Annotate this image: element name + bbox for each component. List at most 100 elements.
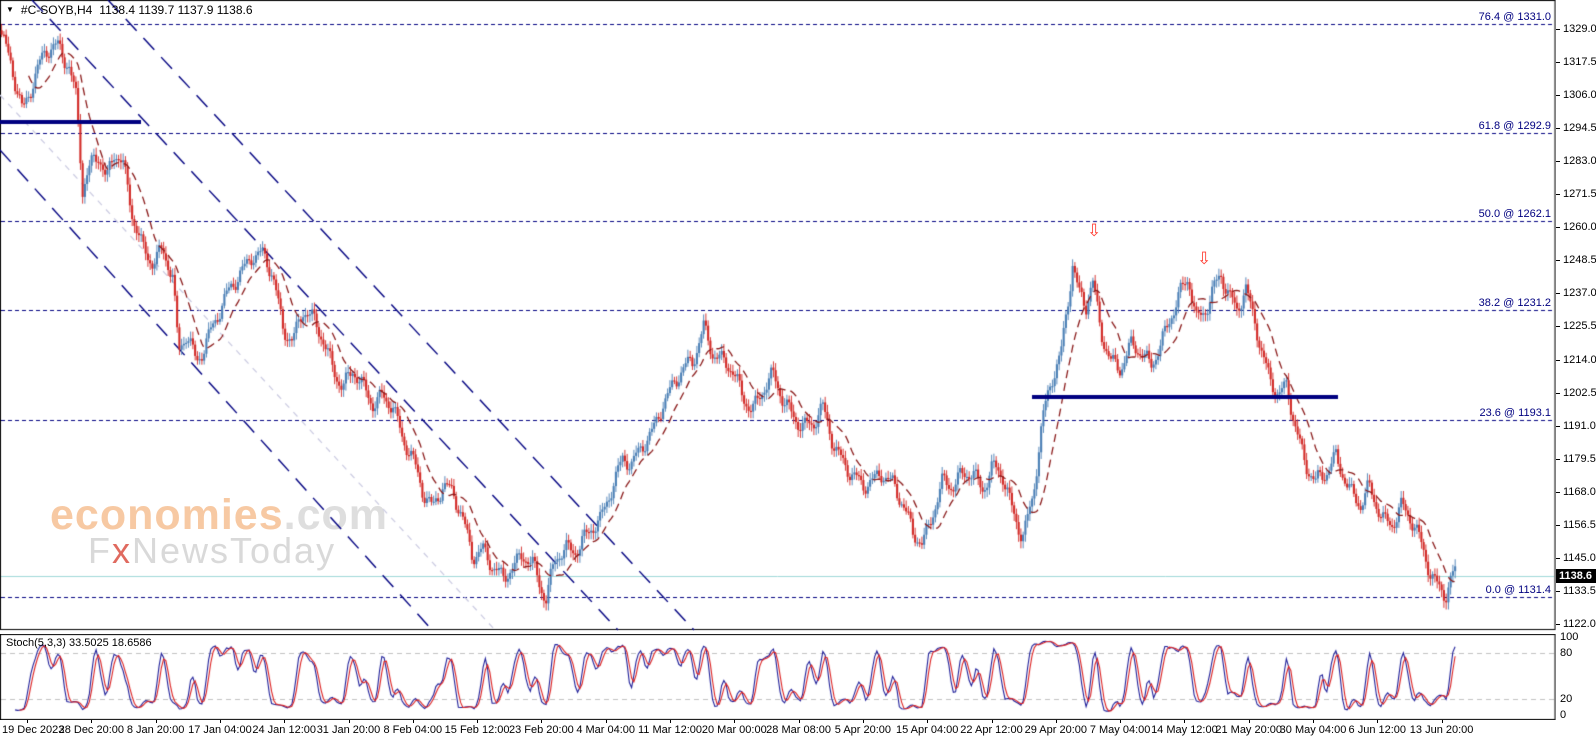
price-axis-tick — [1556, 359, 1560, 361]
price-axis-tick — [1556, 458, 1560, 460]
price-axis-tick-label: 1294.5 — [1563, 122, 1596, 135]
time-axis-label: 13 Jun 20:00 — [1409, 724, 1474, 736]
price-axis-tick-label: 1225.5 — [1563, 320, 1596, 333]
time-axis-label: 28 Mar 08:00 — [766, 724, 832, 736]
stoch-axis-tick-label: 20 — [1560, 693, 1573, 706]
time-axis-tick — [1184, 720, 1186, 723]
stochastic-values: 33.5025 18.6586 — [68, 637, 152, 649]
symbol-dropdown-icon[interactable]: ▼ — [6, 5, 14, 14]
time-axis-tick — [1313, 720, 1314, 723]
fib-level-label: 50.0 @ 1262.1 — [1478, 208, 1551, 221]
time-axis-label: 4 Mar 04:00 — [576, 724, 636, 736]
symbol-label: #C-SOYB,H4 — [20, 3, 93, 17]
time-axis-label: 29 Apr 20:00 — [1024, 724, 1087, 736]
time-axis-label: 30 May 04:00 — [1279, 724, 1347, 736]
price-chart-canvas[interactable] — [0, 0, 1556, 631]
time-axis-tick — [1120, 720, 1122, 723]
price-axis-tick — [1556, 227, 1560, 229]
price-axis-tick-label: 1317.5 — [1563, 56, 1596, 69]
time-axis-label: 14 May 12:00 — [1151, 724, 1218, 736]
time-axis-tick — [798, 720, 800, 723]
price-axis-tick — [1556, 293, 1560, 295]
time-axis-label: 5 Apr 20:00 — [834, 724, 892, 736]
price-axis-tick-label: 1179.5 — [1563, 452, 1596, 465]
price-axis[interactable]: 1138.6 1329.0 1317.5 1306.0 1294.5 1283.0 127… — [1556, 0, 1596, 743]
price-axis-tick-label: 1168.0 — [1563, 485, 1596, 498]
fib-level-label: 61.8 @ 1292.9 — [1478, 119, 1551, 132]
price-axis-tick — [1556, 326, 1560, 328]
time-axis-label: 22 Apr 12:00 — [960, 724, 1023, 736]
current-price-flag: 1138.6 — [1556, 569, 1596, 584]
fib-level-label: 76.4 @ 1331.0 — [1478, 10, 1551, 23]
time-axis-label: 7 May 04:00 — [1089, 724, 1151, 736]
price-axis-tick-label: 1156.5 — [1563, 518, 1596, 531]
price-axis-tick — [1556, 128, 1560, 130]
price-axis-tick-label: 1145.0 — [1563, 551, 1596, 564]
price-axis-tick — [1556, 392, 1560, 394]
price-axis-tick-label: 1214.0 — [1563, 353, 1596, 366]
time-axis-label: 28 Dec 20:00 — [58, 724, 125, 736]
price-axis-tick-label: 1191.0 — [1563, 419, 1596, 432]
price-axis-tick — [1556, 161, 1560, 163]
price-axis-tick — [1556, 29, 1560, 31]
time-axis-label: 17 Jan 04:00 — [188, 724, 252, 736]
time-axis-tick — [27, 720, 28, 723]
stochastic-indicator-canvas[interactable] — [0, 634, 1556, 720]
price-axis-tick — [1556, 95, 1560, 97]
price-axis-tick-label: 1133.5 — [1563, 584, 1596, 597]
price-axis-tick-label: 1237.0 — [1563, 287, 1596, 300]
stoch-axis-tick-label: 100 — [1560, 631, 1579, 643]
time-axis-label: 8 Feb 04:00 — [383, 724, 443, 736]
fib-level-label: 23.6 @ 1193.1 — [1479, 406, 1551, 419]
time-axis-tick — [734, 720, 736, 723]
time-axis-label: 6 Jun 12:00 — [1348, 724, 1407, 736]
time-axis[interactable]: 19 Dec 2023 28 Dec 20:00 8 Jan 20:00 17 Jan… — [0, 720, 1596, 743]
price-axis-tick-label: 1283.0 — [1563, 155, 1596, 168]
time-axis-tick — [155, 720, 157, 723]
time-axis-label: 11 Mar 12:00 — [637, 724, 703, 736]
fib-level-label: 0.0 @ 1131.4 — [1485, 583, 1551, 596]
time-axis-tick — [284, 720, 286, 723]
price-axis-tick-label: 1202.5 — [1563, 386, 1596, 399]
price-axis-tick — [1556, 557, 1560, 559]
time-axis-label: 8 Jan 20:00 — [126, 724, 185, 736]
time-axis-tick — [219, 720, 221, 723]
time-axis-label: 15 Feb 12:00 — [444, 724, 510, 736]
time-axis-tick — [1377, 720, 1379, 723]
time-axis-label: 21 May 20:00 — [1215, 724, 1283, 736]
price-axis-tick-label: 1271.5 — [1563, 188, 1596, 201]
time-axis-tick — [1441, 720, 1443, 723]
time-axis-tick — [991, 720, 993, 723]
down-arrow-icon: ⇩ — [1087, 221, 1102, 240]
price-axis-tick — [1556, 590, 1560, 592]
stochastic-name: Stoch(5,3,3) — [6, 637, 66, 649]
price-axis-tick — [1556, 623, 1560, 625]
time-axis-tick — [605, 720, 607, 723]
chart-title: ▼ #C-SOYB,H4 1138.4 1139.7 1137.9 1138.6 — [6, 3, 253, 17]
price-axis-tick — [1556, 260, 1560, 262]
price-axis-tick — [1556, 425, 1560, 427]
time-axis-label: 20 Mar 00:00 — [701, 724, 767, 736]
time-axis-label: 24 Jan 12:00 — [252, 724, 316, 736]
price-axis-tick — [1556, 194, 1560, 196]
price-axis-tick-label: 1122.0 — [1563, 617, 1596, 630]
time-axis-tick — [1055, 720, 1057, 723]
time-axis-label: 23 Feb 20:00 — [508, 724, 574, 736]
time-axis-tick — [412, 720, 414, 723]
time-axis-tick — [348, 720, 350, 723]
time-axis-label: 19 Dec 2023 — [2, 724, 65, 736]
time-axis-tick — [862, 720, 864, 723]
price-axis-tick-label: 1306.0 — [1563, 89, 1596, 102]
stochastic-label: Stoch(5,3,3) 33.5025 18.6586 — [6, 637, 152, 649]
price-axis-tick — [1556, 62, 1560, 64]
time-axis-tick — [927, 720, 929, 723]
time-axis-label: 31 Jan 20:00 — [316, 724, 381, 736]
time-axis-label: 15 Apr 04:00 — [895, 724, 959, 736]
down-arrow-icon: ⇩ — [1197, 249, 1212, 268]
time-axis-tick — [91, 720, 93, 723]
ohlc-readout: 1138.4 1139.7 1137.9 1138.6 — [99, 3, 253, 17]
stoch-axis-tick-label: 0 — [1560, 709, 1567, 721]
price-axis-tick-label: 1329.0 — [1563, 23, 1596, 36]
stoch-axis-tick-label: 80 — [1560, 646, 1573, 659]
